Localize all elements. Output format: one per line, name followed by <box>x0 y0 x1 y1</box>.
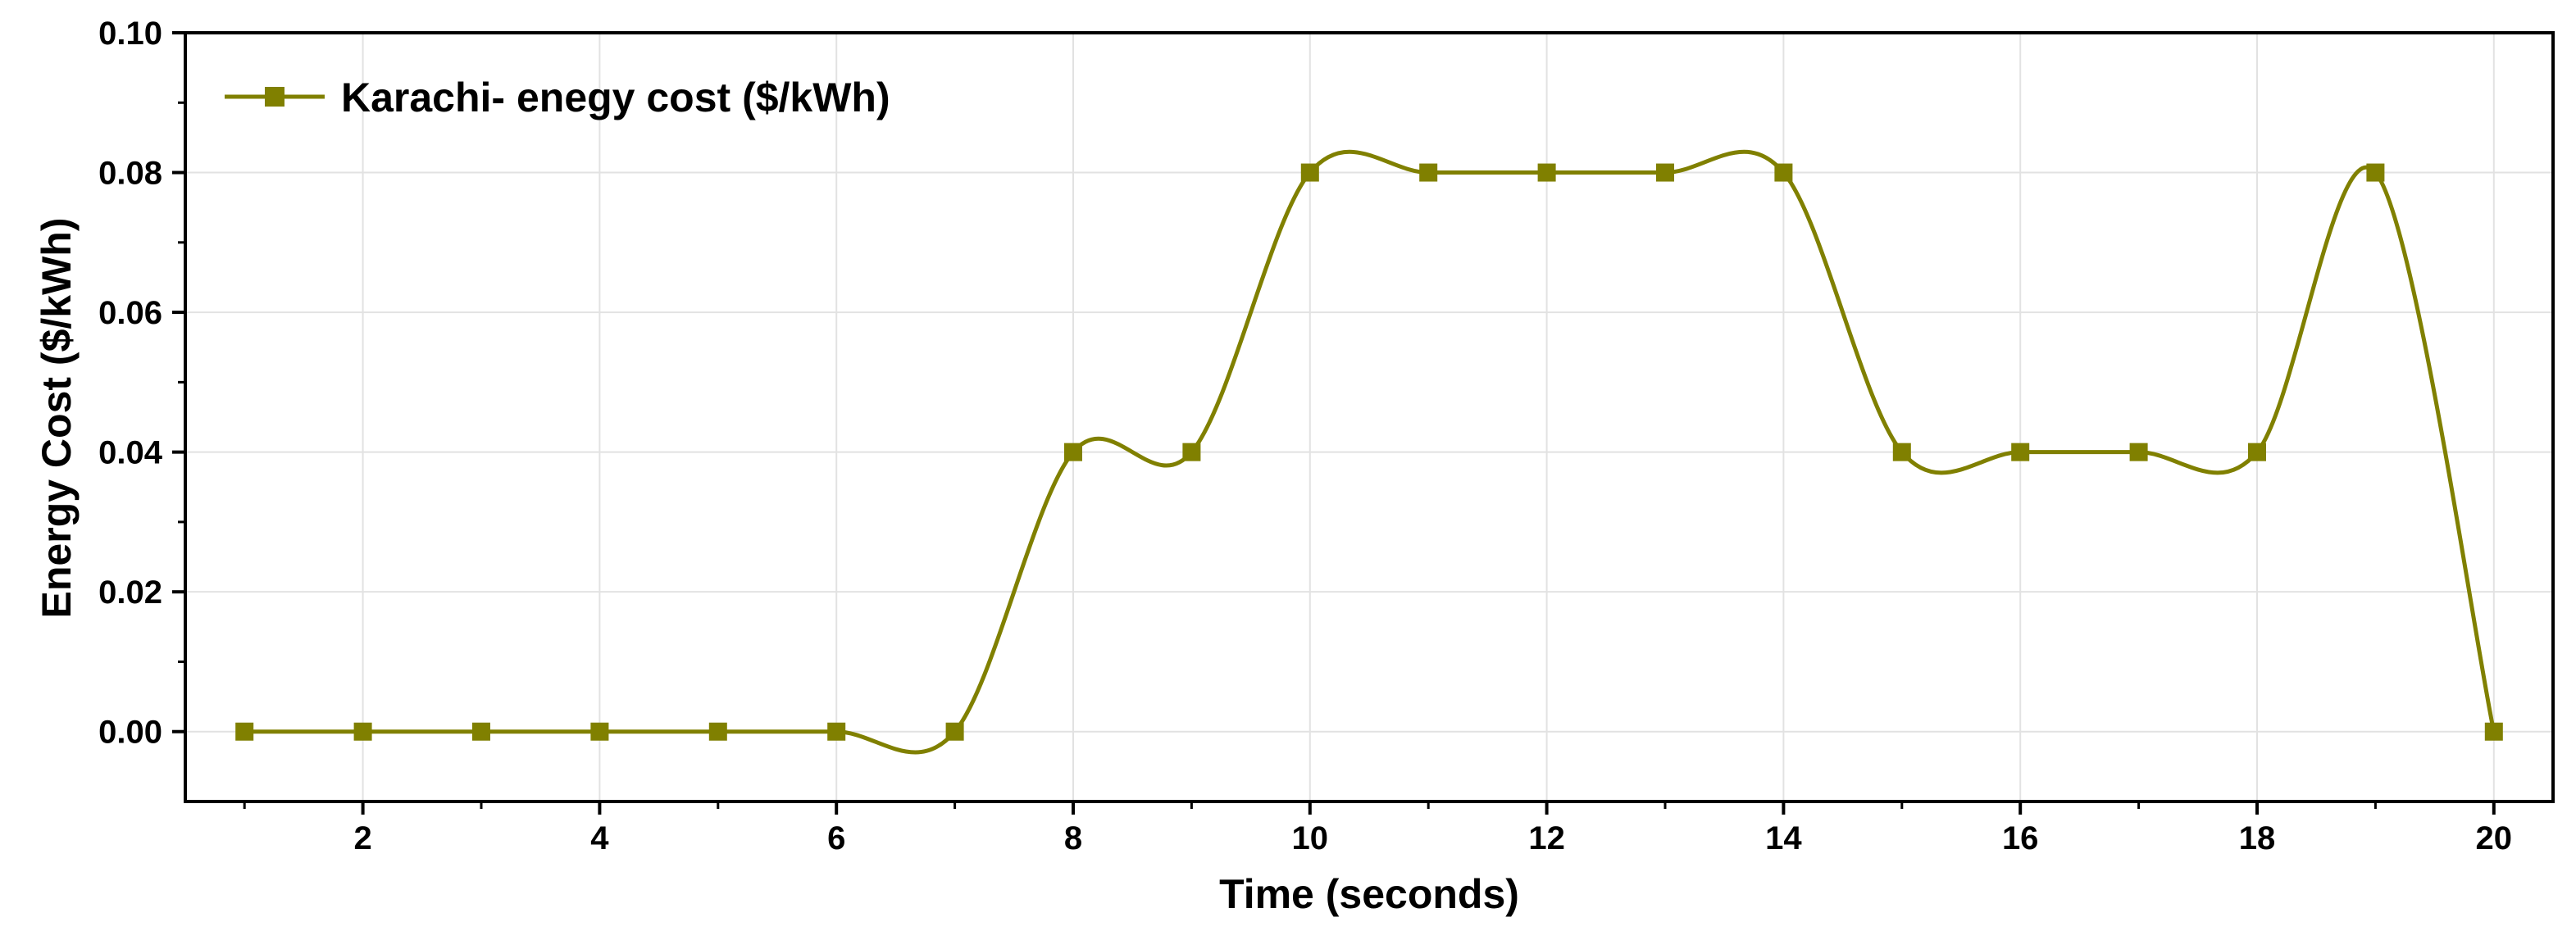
data-point-marker <box>2366 163 2385 182</box>
data-point-marker <box>708 722 727 741</box>
y-tick-label: 0.04 <box>98 435 163 471</box>
data-point-marker <box>1537 163 1556 182</box>
y-tick-label: 0.06 <box>98 295 162 331</box>
data-point-marker <box>472 722 490 741</box>
x-tick-label: 12 <box>1528 820 1565 856</box>
data-point-marker <box>1419 163 1438 182</box>
ticks-layer: 2 4 6 8 10 12 14 16 18 20 0.00 0.02 0.04 0.06 0.08 0.10 <box>98 16 2512 856</box>
legend-marker-swatch <box>265 87 284 107</box>
data-point-marker <box>2011 443 2030 461</box>
x-axis-title: Time (seconds) <box>1219 871 1519 917</box>
data-point-marker <box>1892 443 1911 461</box>
data-point-marker <box>1182 443 1201 461</box>
y-tick-label: 0.02 <box>98 574 162 611</box>
data-point-marker <box>2484 722 2503 741</box>
y-axis-title: Energy Cost ($/kWh) <box>34 218 80 619</box>
data-point-marker <box>1064 443 1082 461</box>
data-point-marker <box>945 722 964 741</box>
x-tick-label: 20 <box>2476 820 2513 856</box>
data-point-marker <box>2129 443 2148 461</box>
y-tick-label: 0.08 <box>98 156 162 192</box>
x-tick-label: 14 <box>1765 820 1802 856</box>
y-tick-label: 0.10 <box>98 16 162 52</box>
x-tick-label: 2 <box>353 820 371 856</box>
x-tick-label: 16 <box>2002 820 2039 856</box>
data-point-marker <box>1656 163 1674 182</box>
x-tick-label: 4 <box>590 820 609 856</box>
legend-label-series-1: Karachi- enegy cost ($/kWh) <box>341 75 890 120</box>
grid-layer <box>185 32 2553 801</box>
plot-frame <box>184 31 2555 803</box>
data-point-marker <box>1774 163 1793 182</box>
legend: Karachi- enegy cost ($/kWh) <box>225 75 890 120</box>
data-point-marker <box>827 722 846 741</box>
series-layer <box>235 149 2503 755</box>
data-point-marker <box>2248 443 2266 461</box>
x-tick-label: 18 <box>2239 820 2276 856</box>
x-tick-label: 6 <box>827 820 845 856</box>
y-tick-label: 0.00 <box>98 715 162 751</box>
data-point-marker <box>353 722 372 741</box>
x-tick-label: 8 <box>1064 820 1082 856</box>
data-point-marker <box>590 722 609 741</box>
x-tick-label: 10 <box>1292 820 1329 856</box>
data-point-marker <box>235 722 254 741</box>
data-point-marker <box>1300 163 1319 182</box>
